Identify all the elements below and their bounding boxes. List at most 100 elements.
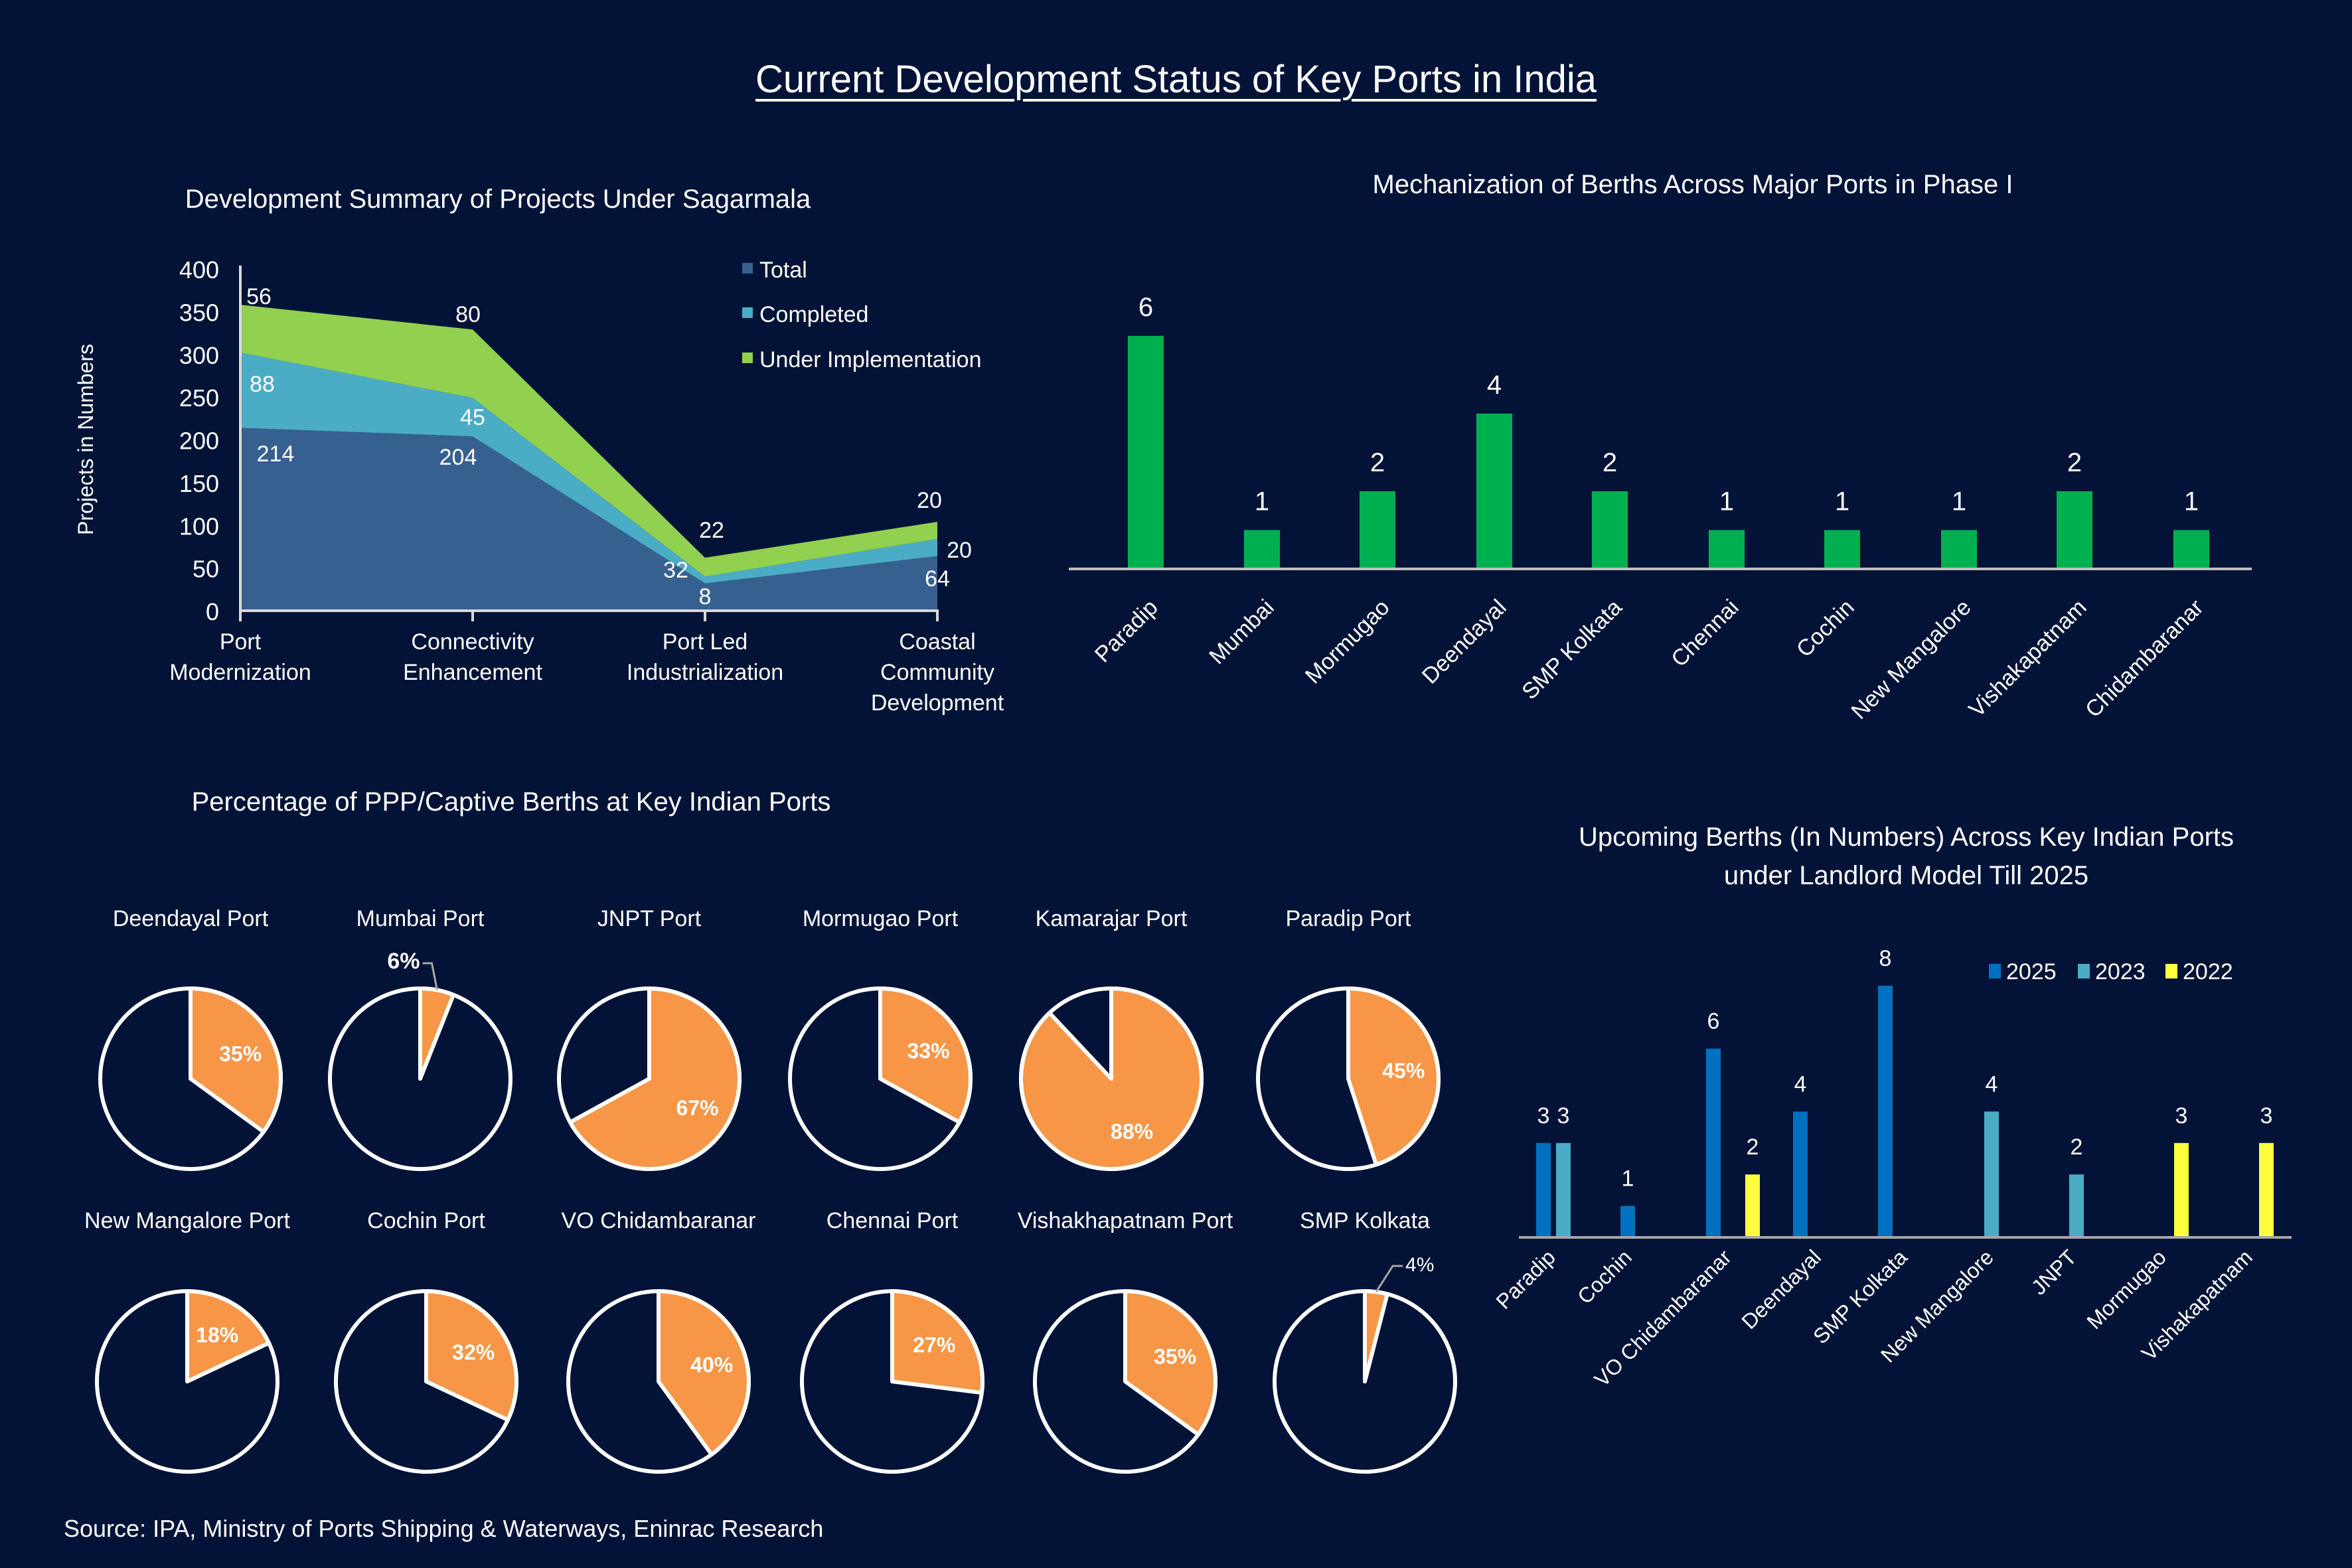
data-label: 20 <box>947 538 972 563</box>
leader-line <box>422 962 438 990</box>
upcoming-title-line-2: under Landlord Model Till 2025 <box>1723 861 2089 890</box>
bar <box>1244 530 1280 569</box>
pie-title: Kamarajar Port <box>1036 906 1188 931</box>
bar <box>1709 530 1745 569</box>
legend-swatch <box>742 307 753 318</box>
data-label: 2 <box>1370 448 1385 477</box>
legend-swatch <box>742 353 753 363</box>
pie-chart: Vishakhapatnam Port 35% <box>1018 1208 1233 1474</box>
x-tick-label: Coastal <box>899 629 975 655</box>
upcoming-title-line-1: Upcoming Berths (In Numbers) Across Key … <box>1578 823 2234 852</box>
pie-title: VO Chidambaranar <box>562 1208 756 1233</box>
pie-chart: Mumbai Port 6% <box>328 906 512 1171</box>
x-tick-label: Mormugao <box>1300 595 1395 689</box>
pie-outline <box>95 1289 279 1474</box>
legend-swatch <box>2078 964 2090 979</box>
pie-value-label: 6% <box>387 949 420 974</box>
x-tick-label: Port <box>220 629 262 655</box>
x-tick-label: Vishakapatnam <box>1964 595 2092 722</box>
x-tick-label: Development <box>871 690 1004 716</box>
legend-label: Under Implementation <box>759 347 982 372</box>
bar <box>1941 530 1977 569</box>
pie-outline <box>557 986 742 1171</box>
pie-title: SMP Kolkata <box>1300 1208 1430 1233</box>
pie-value-label: 4% <box>1405 1254 1434 1276</box>
pie-outline <box>1019 986 1204 1171</box>
bar <box>1824 530 1860 569</box>
pie-title: Mormugao Port <box>803 906 959 931</box>
pie-outline <box>1033 1289 1217 1474</box>
data-label: 1 <box>1719 487 1734 516</box>
legend-label: 2025 <box>2006 959 2057 984</box>
legend-swatch <box>2165 964 2177 979</box>
bar <box>2069 1174 2084 1237</box>
leader-line <box>1375 1265 1403 1293</box>
data-label: 3 <box>1537 1103 1550 1129</box>
x-tick-label: Paradip <box>1492 1245 1560 1313</box>
x-tick-label: Deendayal <box>1417 595 1512 689</box>
bar <box>1706 1048 1721 1237</box>
pie-value-label: 33% <box>907 1039 950 1063</box>
pie-title: Cochin Port <box>367 1208 485 1233</box>
data-label: 6 <box>1707 1009 1720 1034</box>
x-tick-label: JNPT <box>2027 1245 2081 1299</box>
pie-value-label: 67% <box>676 1096 719 1120</box>
y-tick-label: 0 <box>206 598 219 625</box>
bar <box>2174 1142 2189 1237</box>
source-note: Source: IPA, Ministry of Ports Shipping … <box>64 1515 824 1542</box>
pie-chart: SMP Kolkata 4% <box>1273 1208 1457 1474</box>
data-label: 4 <box>1487 370 1502 400</box>
bar <box>1360 491 1395 569</box>
data-label: 64 <box>925 566 950 591</box>
data-label: 2 <box>2071 1135 2083 1160</box>
legend-label: Total <box>759 258 807 283</box>
y-axis-label: Projects in Numbers <box>74 344 98 535</box>
bar <box>1536 1142 1551 1237</box>
area-series-completed <box>240 353 937 584</box>
area-series-under-implementation <box>240 305 937 577</box>
x-tick-label: Paradip <box>1090 595 1163 668</box>
pie-chart: VO Chidambaranar 40% <box>562 1208 756 1474</box>
data-label: 1 <box>1622 1166 1634 1192</box>
upcoming-chart-title: Upcoming Berths (In Numbers) Across Key … <box>1460 818 2352 895</box>
x-tick-label: Chennai <box>1666 595 1743 672</box>
data-label: 2 <box>2067 448 2082 477</box>
bar <box>2173 530 2209 569</box>
x-tick-label: Chidambaranar <box>2080 595 2209 723</box>
x-tick-label: Deendayal <box>1737 1245 1826 1334</box>
x-tick-label: Cochin <box>1573 1245 1636 1308</box>
x-tick-label: SMP Kolkata <box>1517 595 1626 704</box>
pie-title: Paradip Port <box>1286 906 1412 931</box>
y-tick-label: 400 <box>179 256 219 283</box>
pie-outline <box>328 986 512 1171</box>
bar <box>1745 1174 1760 1237</box>
y-tick-label: 150 <box>179 470 219 497</box>
pie-outline <box>566 1289 751 1474</box>
pie-value-label: 18% <box>196 1323 238 1347</box>
bar <box>2259 1142 2274 1237</box>
bar <box>1620 1206 1635 1237</box>
y-tick-label: 300 <box>179 342 219 369</box>
pie-value-label: 45% <box>1382 1059 1425 1083</box>
pie-value-label: 27% <box>913 1333 955 1357</box>
data-label: 22 <box>699 518 724 543</box>
y-tick-label: 50 <box>193 556 219 583</box>
data-label: 3 <box>2260 1103 2273 1129</box>
area-series-total <box>240 428 937 611</box>
data-label: 88 <box>250 372 275 397</box>
pie-value-label: 32% <box>452 1340 495 1364</box>
sagarmala-chart-title: Development Summary of Projects Under Sa… <box>185 185 811 214</box>
pie-value-label: 35% <box>219 1042 262 1066</box>
bar <box>1592 491 1628 569</box>
pie-chart: Deendayal Port 35% <box>98 906 283 1171</box>
data-label: 1 <box>1255 487 1269 516</box>
pie-chart: Paradip Port 45% <box>1256 906 1441 1171</box>
pie-title: Vishakhapatnam Port <box>1018 1208 1233 1233</box>
data-label: 3 <box>2175 1103 2188 1129</box>
bar <box>1984 1111 1999 1237</box>
x-tick-label: Industrialization <box>627 660 783 685</box>
pie-outline <box>788 986 973 1171</box>
data-label: 4 <box>1794 1071 1807 1097</box>
y-tick-label: 100 <box>179 512 219 540</box>
